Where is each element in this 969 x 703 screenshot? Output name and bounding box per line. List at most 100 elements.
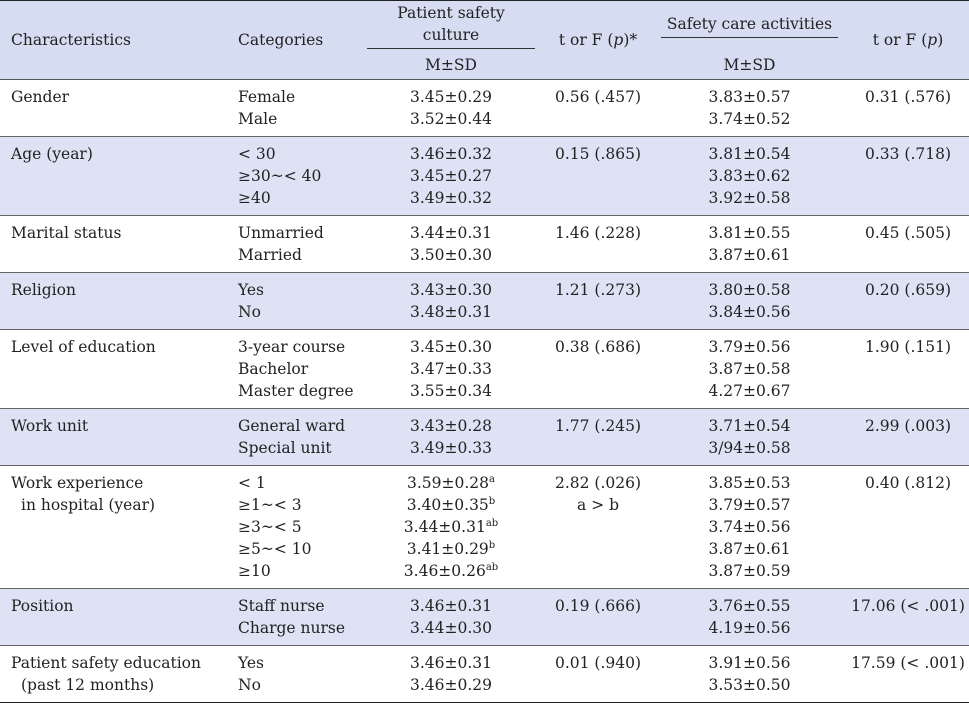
category-cell-line: ≥10 bbox=[238, 562, 271, 580]
sca-cell-line: 3.85±0.53 bbox=[708, 474, 791, 492]
psc-mean-sd: 3.45±0.29 bbox=[409, 88, 492, 106]
psc-mean-sd: 3.46±0.31 bbox=[409, 597, 492, 615]
category-cell-line: General ward bbox=[238, 417, 346, 435]
category-cell: Yes No bbox=[228, 273, 358, 330]
characteristic-cell-line: Age (year) bbox=[11, 145, 93, 163]
category-cell-line: Female bbox=[238, 88, 296, 106]
test2-cell-line: 0.40 (.812) bbox=[864, 474, 952, 492]
sca-cell-line: 3.74±0.52 bbox=[708, 110, 791, 128]
psc-value: 3.46±0.31 bbox=[359, 652, 543, 674]
table-row: Age (year) < 30 ≥30~< 40 ≥40 3.46±0.32 3.45±0… bbox=[0, 136, 969, 216]
psc-value: 3.41±0.29b bbox=[359, 538, 543, 560]
category-cell: 3-year course Bachelor Master degree bbox=[228, 330, 358, 409]
characteristic-cell-line: in hospital (year) bbox=[21, 496, 156, 514]
header-psc-msd: M±SD bbox=[425, 55, 477, 74]
sca-cell-line: 3.80±0.58 bbox=[708, 281, 791, 299]
psc-mean-sd: 3.46±0.26 bbox=[403, 562, 486, 580]
psc-mean-sd: 3.46±0.32 bbox=[409, 145, 492, 163]
sca-cell-line: 3.81±0.55 bbox=[708, 224, 791, 242]
psc-value: 3.46±0.29 bbox=[359, 674, 543, 696]
psc-mean-sd: 3.47±0.33 bbox=[409, 360, 492, 378]
psc-value: 3.45±0.30 bbox=[359, 336, 543, 358]
characteristic-cell-line: (past 12 months) bbox=[21, 676, 155, 694]
sca-cell-line: 3.53±0.50 bbox=[708, 676, 791, 694]
psc-mean-sd: 3.44±0.31 bbox=[403, 518, 486, 536]
psc-cell: 3.44±0.31 3.50±0.30 bbox=[358, 216, 544, 273]
psc-mean-sd: 3.50±0.30 bbox=[409, 246, 492, 264]
psc-mean-sd: 3.52±0.44 bbox=[409, 110, 492, 128]
category-cell: General ward Special unit bbox=[228, 409, 358, 466]
psc-value: 3.44±0.30 bbox=[359, 617, 543, 639]
psc-value: 3.55±0.34 bbox=[359, 380, 543, 402]
sca-cell-line: 3.74±0.56 bbox=[708, 518, 791, 536]
category-cell-line: ≥30~< 40 bbox=[238, 167, 322, 185]
sca-cell-line: 3.79±0.56 bbox=[708, 338, 791, 356]
test2-cell-line: 0.20 (.659) bbox=[864, 281, 952, 299]
category-cell-line: Staff nurse bbox=[238, 597, 325, 615]
sca-cell: 3.83±0.57 3.74±0.52 bbox=[652, 80, 847, 137]
characteristic-cell-line: Patient safety education bbox=[11, 654, 201, 672]
category-cell-line: Master degree bbox=[238, 382, 354, 400]
characteristic-cell-line: Work unit bbox=[11, 417, 89, 435]
category-cell-line: Male bbox=[238, 110, 278, 128]
category-cell: Staff nurse Charge nurse bbox=[228, 589, 358, 646]
sca-cell-line: 4.19±0.56 bbox=[708, 619, 791, 637]
sca-cell: 3.79±0.56 3.87±0.58 4.27±0.67 bbox=[652, 330, 847, 409]
test1-cell: 1.46 (.228) bbox=[544, 216, 652, 273]
characteristic-cell-line: Work experience bbox=[11, 474, 144, 492]
category-cell-line: ≥40 bbox=[238, 189, 271, 207]
test2-cell-line: 0.31 (.576) bbox=[864, 88, 952, 106]
characteristic-cell: Age (year) bbox=[0, 137, 228, 216]
category-cell-line: No bbox=[238, 303, 261, 321]
category-cell-line: Bachelor bbox=[238, 360, 309, 378]
sca-cell: 3.81±0.55 3.87±0.61 bbox=[652, 216, 847, 273]
category-cell-line: Yes bbox=[238, 281, 265, 299]
psc-value: 3.49±0.32 bbox=[359, 187, 543, 209]
test2-cell-line: 17.06 (< .001) bbox=[851, 597, 965, 615]
sca-cell-line: 3.83±0.57 bbox=[708, 88, 791, 106]
test2-cell-line: 1.90 (.151) bbox=[864, 338, 952, 356]
header-characteristics: Characteristics bbox=[11, 31, 131, 49]
psc-mean-sd: 3.48±0.31 bbox=[409, 303, 492, 321]
sca-cell-line: 3/94±0.58 bbox=[708, 439, 791, 457]
psc-mean-sd: 3.41±0.29 bbox=[406, 540, 489, 558]
psc-mean-sd: 3.45±0.30 bbox=[409, 338, 492, 356]
category-cell-line: ≥1~< 3 bbox=[238, 496, 302, 514]
sca-cell: 3.85±0.53 3.79±0.57 3.74±0.56 3.87±0.61 3.87… bbox=[652, 466, 847, 589]
psc-mean-sd: 3.43±0.28 bbox=[409, 417, 492, 435]
psc-title: Patient safety culture bbox=[397, 4, 505, 44]
psc-cell: 3.46±0.31 3.46±0.29 bbox=[358, 646, 544, 703]
sca-cell-line: 3.87±0.61 bbox=[708, 246, 791, 264]
sca-cell-line: 3.87±0.58 bbox=[708, 360, 791, 378]
test1-cell-line: 1.46 (.228) bbox=[554, 224, 642, 242]
category-cell-line: Unmarried bbox=[238, 224, 324, 242]
sca-cell-line: 3.81±0.54 bbox=[708, 145, 791, 163]
header-test-1: t or F (p)* bbox=[558, 31, 638, 49]
psc-value: 3.46±0.32 bbox=[359, 143, 543, 165]
category-cell-line: Special unit bbox=[238, 439, 332, 457]
psc-cell: 3.46±0.31 3.44±0.30 bbox=[358, 589, 544, 646]
test2-cell: 0.20 (.659) bbox=[847, 273, 969, 330]
test2-cell: 0.33 (.718) bbox=[847, 137, 969, 216]
characteristic-cell-line: Marital status bbox=[11, 224, 122, 242]
psc-mean-sd: 3.40±0.35 bbox=[406, 496, 489, 514]
table-body: Gender Female Male 3.45±0.29 3.52±0.44 0.56 (… bbox=[0, 80, 969, 703]
psc-value: 3.46±0.31 bbox=[359, 595, 543, 617]
sca-title: Safety care activities bbox=[666, 15, 833, 33]
psc-superscript: b bbox=[488, 539, 496, 551]
psc-superscript: b bbox=[488, 495, 496, 507]
header-patient-safety-culture: Patient safety culture bbox=[358, 1, 544, 51]
header-test-2: t or F (p) bbox=[872, 31, 944, 49]
psc-cell: 3.43±0.28 3.49±0.33 bbox=[358, 409, 544, 466]
sca-cell: 3.91±0.56 3.53±0.50 bbox=[652, 646, 847, 703]
sca-cell-line: 3.92±0.58 bbox=[708, 189, 791, 207]
psc-cell: 3.59±0.28a 3.40±0.35b 3.44±0.31ab 3.41±0.29… bbox=[358, 466, 544, 589]
test1-cell-line: 0.01 (.940) bbox=[554, 654, 642, 672]
psc-value: 3.50±0.30 bbox=[359, 244, 543, 266]
category-cell-line: < 30 bbox=[238, 145, 276, 163]
psc-mean-sd: 3.45±0.27 bbox=[409, 167, 492, 185]
characteristic-cell-line: Religion bbox=[11, 281, 76, 299]
sca-cell-line: 3.87±0.61 bbox=[708, 540, 791, 558]
test1-cell: 0.19 (.666) bbox=[544, 589, 652, 646]
